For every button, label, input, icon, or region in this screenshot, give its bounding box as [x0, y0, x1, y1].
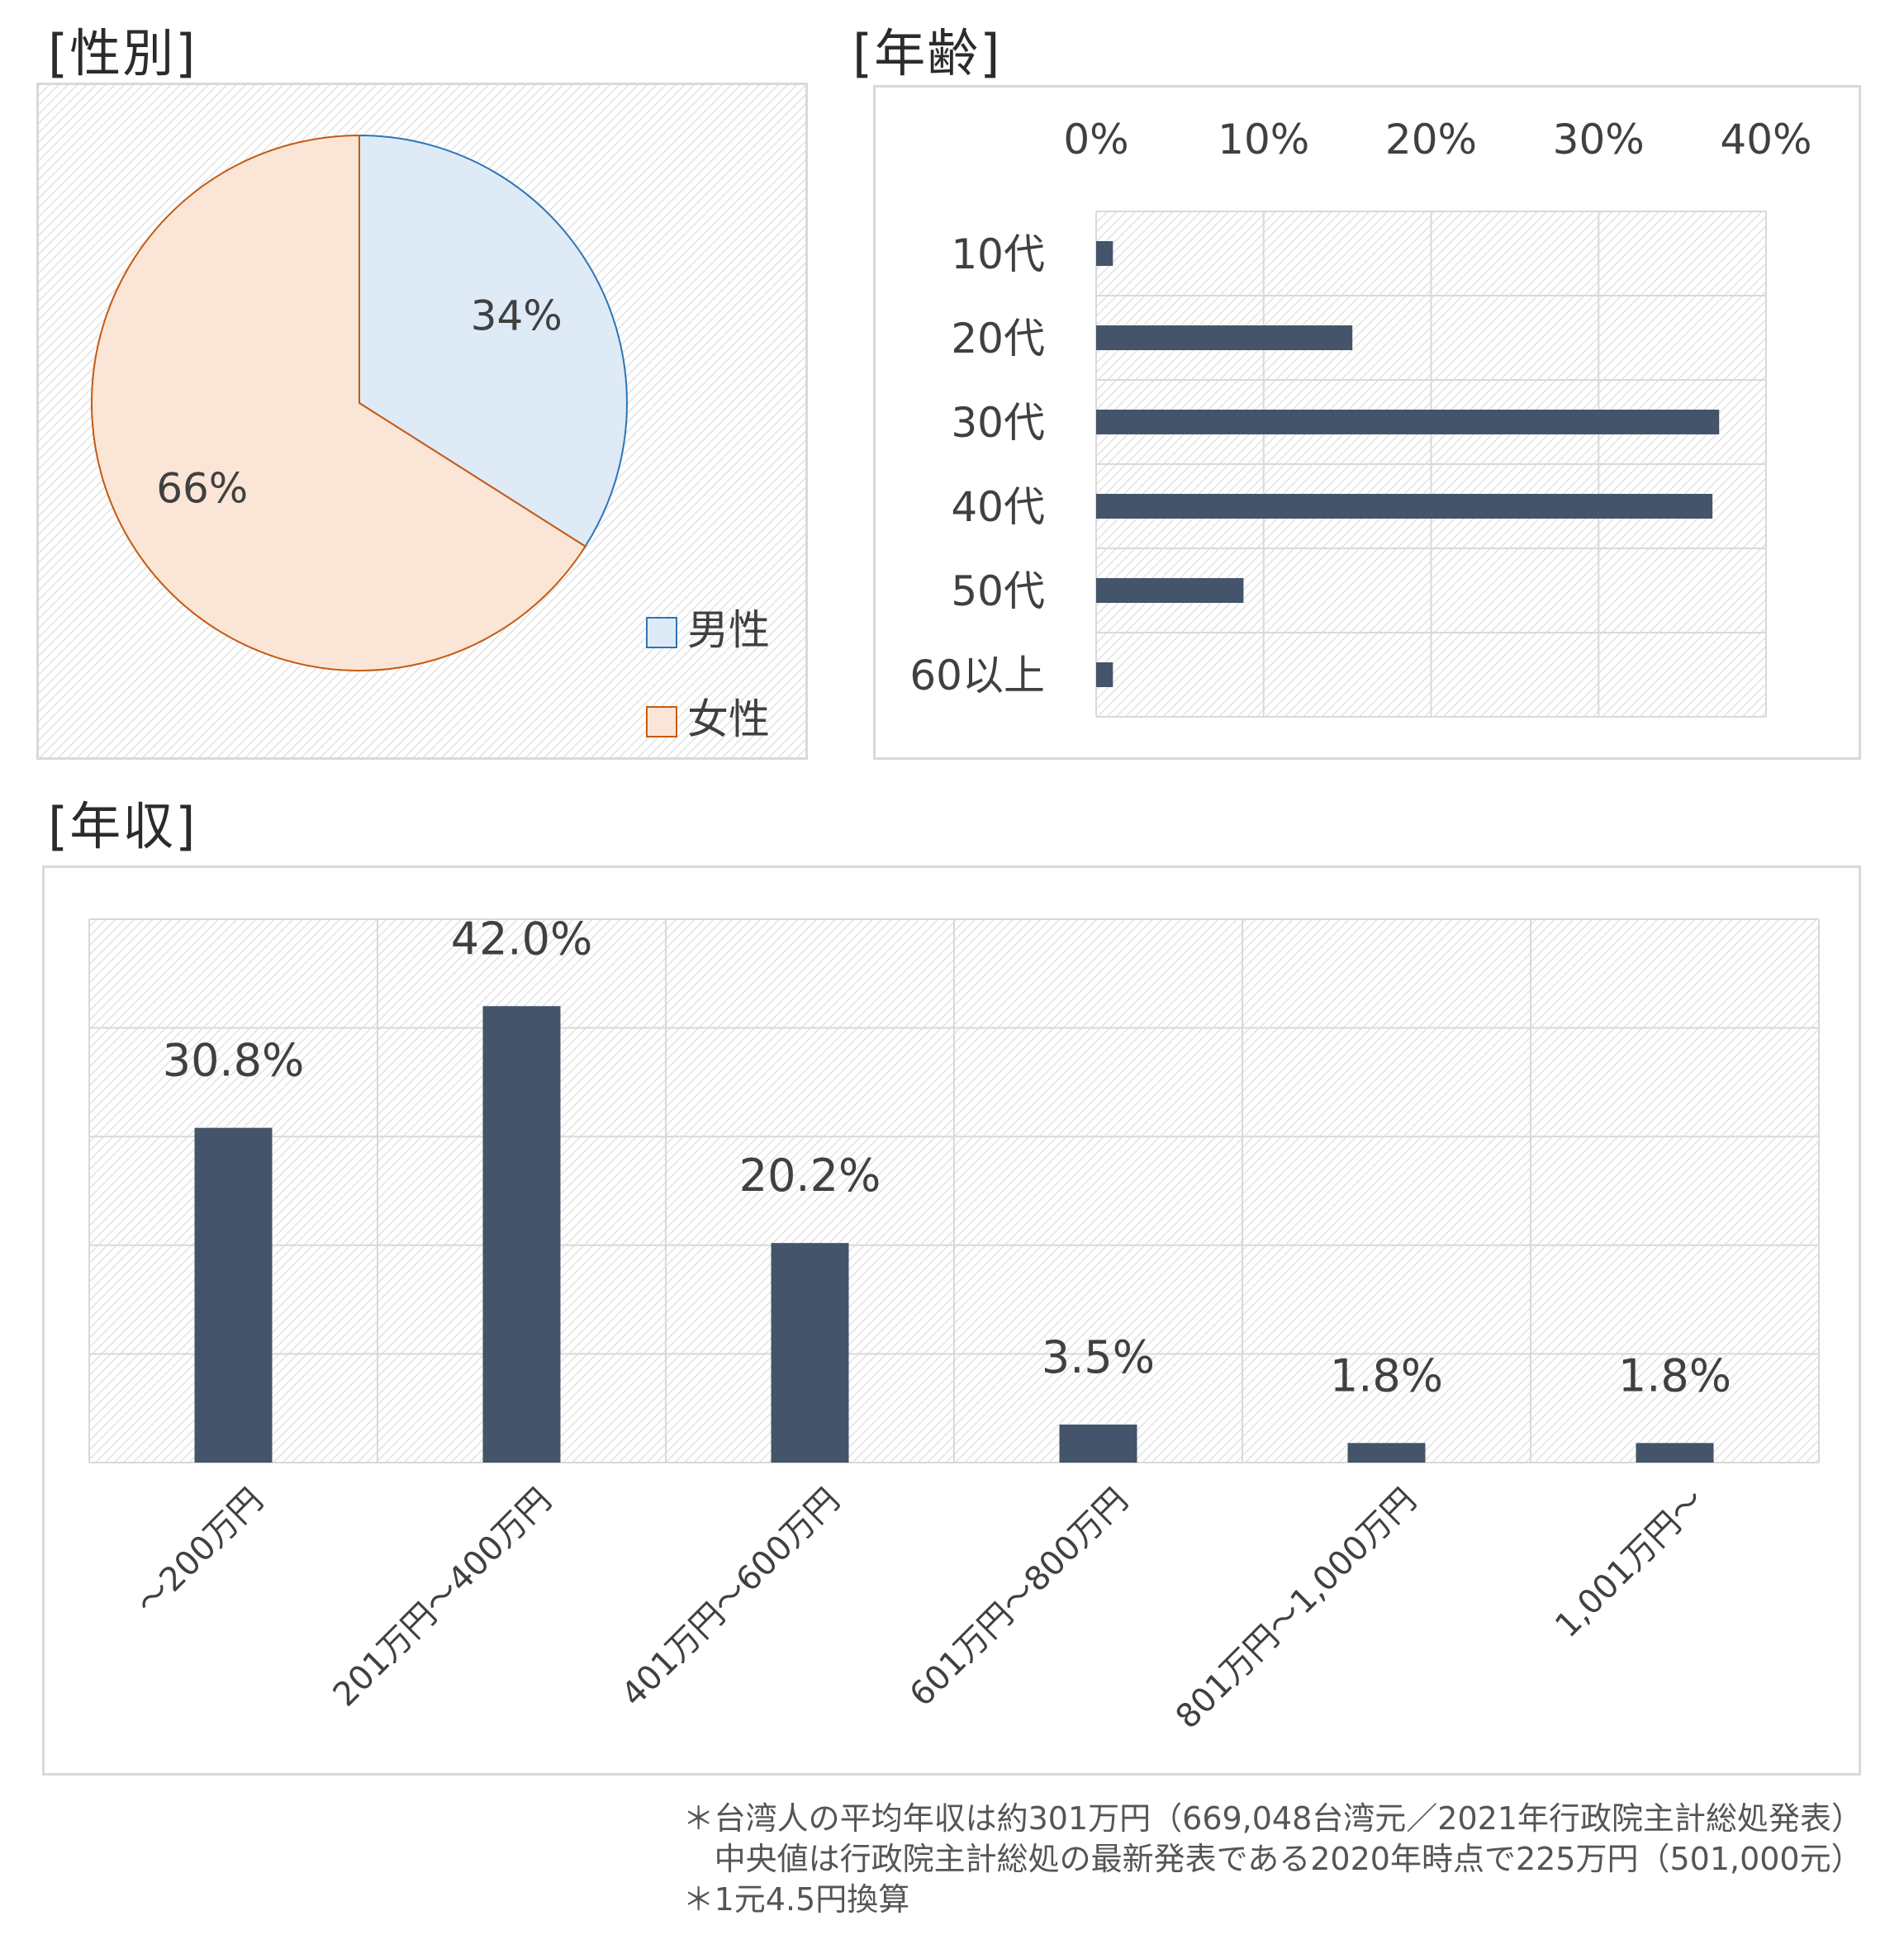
bar [1059, 1424, 1137, 1463]
x-tick-label: 401万円～600万円 [615, 1482, 848, 1714]
bar [1347, 1443, 1426, 1463]
y-tick-label: 20代 [951, 315, 1045, 363]
bar [1636, 1443, 1714, 1463]
bar [1096, 325, 1353, 350]
legend-swatch [646, 706, 677, 737]
bar-data-label: 3.5% [1042, 1331, 1155, 1383]
pie-data-label: 66% [156, 465, 248, 513]
bar [482, 1006, 561, 1463]
age-chart-panel: 0% 10% 20% 30% 40% 10代 20代 30代 40代 50代 60以上 [873, 85, 1861, 760]
bar [1096, 241, 1113, 266]
age-bar-chart: 0% 10% 20% 30% 40% 10代 20代 30代 40代 50代 60以上 [909, 116, 1812, 718]
income-bar-chart: 30.8% ～200万円 42.0% 201万円～400万円 20.2% 401万円～60… [88, 913, 1820, 1737]
x-tick-label: 1,001万円～ [1548, 1482, 1712, 1645]
bar-data-label: 1.8% [1330, 1349, 1443, 1401]
bar-data-label: 30.8% [163, 1035, 305, 1087]
x-tick-label: ～200万円 [129, 1482, 270, 1623]
y-tick-label: 10代 [951, 230, 1045, 278]
income-chart-panel: 30.8% ～200万円 42.0% 201万円～400万円 20.2% 401万円～60… [42, 865, 1861, 1776]
pie-data-label: 34% [471, 292, 563, 339]
bar [771, 1243, 849, 1463]
y-tick-label: 30代 [951, 399, 1045, 447]
pie-slice [358, 134, 628, 548]
x-tick-label: 0% [1063, 116, 1128, 164]
bar-data-label: 42.0% [451, 913, 593, 965]
income-title: [年収] [48, 796, 197, 856]
x-tick-label: 801万円～1,000万円 [1169, 1482, 1424, 1737]
x-tick-label: 20% [1385, 116, 1477, 164]
bar [194, 1127, 273, 1463]
legend-swatch [646, 617, 677, 648]
x-tick-label: 30% [1553, 116, 1645, 164]
legend-label: 女性 [687, 695, 770, 743]
footnotes: ＊台湾人の平均年収は約301万円（669,048台湾元／2021年行政院主計総処… [683, 1799, 1863, 1920]
y-tick-label: 50代 [951, 567, 1045, 615]
bar [1096, 494, 1713, 519]
x-tick-label: 601万円～800万円 [903, 1482, 1136, 1714]
gender-title: [性別] [48, 23, 197, 83]
bar [1096, 578, 1244, 603]
age-title: [年齢] [852, 23, 1002, 83]
legend-label: 男性 [687, 606, 770, 654]
bar-data-label: 20.2% [739, 1150, 881, 1202]
footnote-line: ＊台湾人の平均年収は約301万円（669,048台湾元／2021年行政院主計総処… [682, 1800, 1863, 1837]
y-tick-label: 40代 [951, 483, 1045, 531]
bar [1096, 662, 1113, 687]
bar-data-label: 1.8% [1618, 1349, 1731, 1401]
bar [1096, 410, 1720, 434]
pie-slice [91, 134, 586, 671]
x-tick-label: 10% [1218, 116, 1309, 164]
x-tick-label: 40% [1720, 116, 1811, 164]
y-tick-label: 60以上 [909, 652, 1045, 699]
gender-chart-panel: 34% 66% 男性女性 [36, 83, 808, 760]
footnote-line: 中央値は行政院主計総処の最新発表である2020年時点で225万円（501,000… [682, 1841, 1863, 1877]
footnote-line: ＊1元4.5円換算 [682, 1881, 910, 1918]
x-tick-label: 201万円～400万円 [326, 1482, 559, 1714]
